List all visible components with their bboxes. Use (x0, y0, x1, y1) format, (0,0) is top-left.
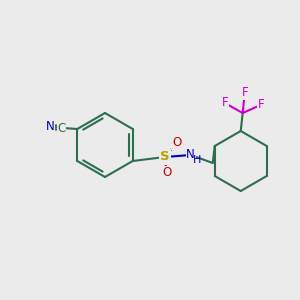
Text: N: N (186, 148, 195, 161)
Text: O: O (162, 167, 171, 179)
Text: F: F (221, 97, 228, 110)
Text: F: F (257, 98, 264, 112)
Text: F: F (242, 86, 248, 100)
Text: O: O (172, 136, 181, 149)
Text: C: C (57, 122, 65, 134)
Text: N: N (46, 121, 55, 134)
Text: S: S (160, 151, 169, 164)
Text: H: H (193, 155, 201, 165)
